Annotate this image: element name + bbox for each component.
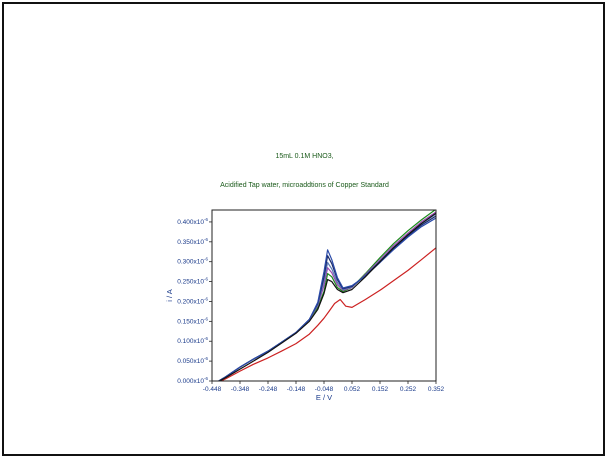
- y-tick-label: 0.200x10-6: [177, 296, 208, 305]
- series-line-2: [217, 210, 436, 381]
- x-tick-label: -0.048: [315, 386, 334, 393]
- y-tick-label: 0.350x10-6: [177, 237, 208, 246]
- y-tick-label: 0.250x10-6: [177, 277, 208, 286]
- series-line-7: [218, 212, 436, 381]
- y-tick-label: 0.050x10-6: [177, 356, 208, 365]
- series-line-3: [217, 211, 436, 381]
- x-tick-label: -0.448: [203, 386, 222, 393]
- x-axis-label: E / V: [316, 393, 332, 402]
- chart-frame: [2, 2, 605, 456]
- x-tick-label: -0.148: [287, 386, 306, 393]
- x-tick-label: -0.348: [231, 386, 250, 393]
- y-tick-label: 0.100x10-6: [177, 336, 208, 345]
- y-axis-label: i / A: [165, 289, 174, 302]
- x-tick-label: -0.248: [259, 386, 278, 393]
- y-tick-label: 0.000x10-6: [177, 376, 208, 385]
- series-line-6: [217, 217, 436, 381]
- x-tick-label: 0.152: [372, 386, 389, 393]
- x-tick-label: 0.252: [400, 386, 417, 393]
- y-tick-label: 0.400x10-6: [177, 217, 208, 226]
- y-tick-label: 0.300x10-6: [177, 257, 208, 266]
- x-tick-label: 0.352: [428, 386, 445, 393]
- series-line-1: [219, 247, 436, 381]
- chart-title: 15mL 0.1M HNO3,: [275, 153, 334, 160]
- y-tick-label: 0.150x10-6: [177, 316, 208, 325]
- plot-area-border: [211, 209, 437, 382]
- x-tick-label: 0.052: [344, 386, 361, 393]
- chart-subtitle: Acidified Tap water, microaddtions of Co…: [220, 182, 389, 189]
